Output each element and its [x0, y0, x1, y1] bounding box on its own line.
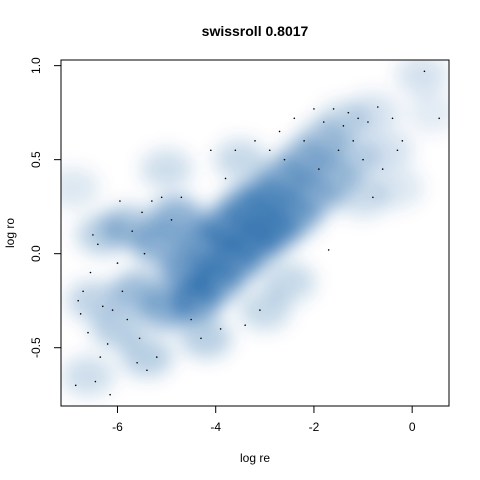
data-point	[180, 196, 183, 199]
data-point	[362, 158, 364, 161]
data-point	[313, 108, 315, 110]
density-blob	[120, 337, 173, 378]
data-point	[283, 158, 286, 161]
data-point	[293, 117, 296, 120]
density-blob	[371, 167, 424, 208]
data-point	[322, 121, 325, 123]
data-point	[423, 70, 426, 73]
data-point	[200, 337, 202, 340]
data-point	[82, 290, 84, 293]
x-tick-label: -6	[112, 420, 123, 434]
data-point	[151, 200, 153, 202]
data-point	[146, 369, 148, 372]
data-point	[391, 117, 394, 120]
x-tick-label: -4	[210, 420, 221, 434]
density-blob	[150, 196, 203, 237]
data-point	[94, 380, 97, 383]
data-point	[332, 108, 335, 110]
data-point	[224, 177, 227, 180]
density-blob	[61, 167, 100, 208]
data-point	[244, 324, 246, 326]
y-tick-label: 0.5	[29, 151, 43, 168]
y-axis-label: log ro	[3, 218, 17, 248]
data-point	[381, 168, 384, 170]
y-tick-label: -0.5	[29, 337, 43, 358]
density-blob	[179, 318, 232, 359]
data-point	[396, 149, 399, 152]
density-blob	[238, 290, 291, 331]
data-point	[438, 117, 440, 120]
density-blob	[62, 355, 115, 396]
data-point	[155, 356, 158, 358]
density-layer	[61, 60, 449, 396]
data-point	[111, 309, 114, 311]
data-point	[268, 149, 271, 152]
data-point	[121, 290, 124, 293]
data-point	[209, 149, 212, 152]
data-point	[372, 196, 374, 199]
data-point	[101, 305, 104, 308]
y-tick-label: 0.0	[29, 245, 43, 262]
data-point	[170, 219, 173, 221]
density-blob	[91, 308, 144, 349]
data-point	[141, 211, 143, 214]
x-tick-label: -2	[309, 420, 320, 434]
data-point	[278, 130, 281, 133]
data-point	[136, 361, 138, 364]
data-point	[106, 343, 109, 345]
data-point	[342, 125, 345, 127]
data-point	[254, 140, 256, 142]
data-point	[119, 200, 121, 202]
data-point	[92, 234, 94, 236]
data-point	[318, 168, 320, 170]
density-blob	[214, 139, 267, 180]
data-point	[401, 140, 404, 142]
data-point	[376, 106, 379, 108]
data-point	[357, 117, 359, 120]
data-point	[87, 331, 89, 334]
density-blob	[263, 261, 316, 302]
density-blob	[395, 60, 448, 96]
density-blob	[346, 92, 399, 133]
density-blob	[361, 130, 414, 171]
data-point	[303, 140, 305, 142]
data-point	[219, 328, 222, 330]
data-point	[74, 384, 77, 387]
data-point	[352, 140, 355, 142]
data-point	[138, 337, 141, 340]
data-point	[109, 393, 111, 396]
data-point	[99, 356, 102, 358]
data-point	[337, 149, 340, 152]
data-point	[327, 249, 330, 251]
x-axis-label: log re	[240, 451, 270, 465]
chart-title: swissroll 0.8017	[202, 23, 309, 39]
data-point	[97, 243, 99, 246]
data-point	[89, 271, 92, 274]
density-blob	[140, 149, 193, 190]
y-axis: -0.5 0.0 0.5 1.0	[29, 57, 62, 358]
data-point	[77, 299, 79, 302]
y-tick-label: 1.0	[29, 57, 43, 74]
data-point	[131, 230, 134, 232]
density-blob	[66, 280, 119, 321]
data-point	[190, 318, 192, 321]
data-point	[79, 313, 82, 315]
data-point	[367, 121, 369, 123]
x-tick-label: 0	[409, 420, 416, 434]
data-point	[160, 196, 163, 199]
data-point	[234, 149, 237, 152]
data-point	[126, 318, 129, 321]
data-point	[143, 252, 146, 255]
data-point	[116, 262, 119, 264]
data-point	[347, 111, 350, 114]
density-blob	[405, 92, 449, 133]
x-axis: -6 -4 -2 0	[112, 405, 416, 434]
points-layer	[74, 70, 440, 396]
data-point	[259, 309, 261, 311]
